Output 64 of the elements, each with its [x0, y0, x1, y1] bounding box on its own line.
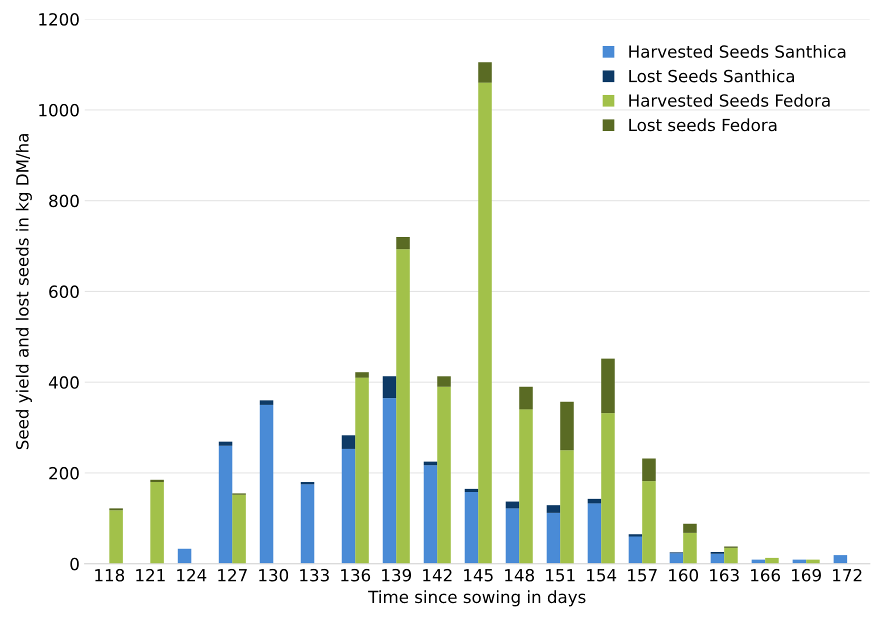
y-tick-label: 200 [49, 466, 79, 480]
bar [683, 532, 697, 564]
y-tick-label: 800 [49, 194, 79, 208]
y-tick-label: 0 [70, 558, 79, 570]
y-tick-label: 1000 [39, 104, 79, 116]
bar [628, 534, 642, 537]
x-tick-label: 130 [259, 568, 288, 582]
bar [464, 488, 478, 492]
bar [396, 236, 410, 250]
bar [342, 435, 356, 449]
x-tick-label: 127 [218, 568, 247, 582]
bar [642, 481, 656, 564]
x-tick-label: 160 [669, 568, 698, 582]
bar [478, 82, 492, 564]
bar [519, 386, 533, 410]
x-tick-label: 124 [177, 568, 206, 582]
legend-label: Harvested Seeds Fedora [629, 94, 830, 107]
bar [355, 372, 369, 378]
x-tick-label: 166 [751, 568, 780, 582]
legend-label: Harvested Seeds Santhica [629, 45, 846, 58]
x-axis-title: Time since sowing in days [368, 590, 586, 606]
bar [519, 409, 533, 564]
bar [478, 62, 492, 83]
y-axis-title: Seed yield and lost seeds in kg DM/ha [16, 134, 32, 450]
bar [601, 413, 615, 564]
x-tick-label: 157 [628, 569, 657, 582]
x-tick-label: 163 [710, 568, 739, 582]
x-tick-label: 172 [833, 568, 862, 582]
x-tick-label: 148 [505, 568, 534, 582]
bar [300, 484, 314, 564]
x-tick-label: 136 [341, 568, 370, 582]
bar [588, 498, 602, 504]
y-tick-label: 400 [48, 376, 79, 389]
bar [382, 376, 396, 398]
bar [560, 402, 574, 450]
x-tick-label: 118 [95, 568, 124, 582]
bar [424, 462, 438, 466]
legend-label: Lost seeds Fedora [629, 118, 776, 132]
bar [546, 505, 560, 513]
bar [560, 450, 574, 564]
bar [834, 555, 848, 564]
bar [109, 510, 123, 564]
x-tick-label: 145 [464, 569, 493, 582]
bar [601, 358, 615, 414]
bar [150, 482, 164, 564]
bar [506, 502, 520, 508]
bar [437, 376, 451, 387]
bar [260, 404, 274, 564]
x-tick-label: 142 [423, 568, 452, 582]
x-tick-label: 139 [382, 568, 411, 582]
y-tick-label: 600 [49, 285, 79, 298]
x-tick-label: 151 [546, 569, 575, 582]
legend-label: Lost Seeds Santhica [629, 69, 794, 82]
bar [218, 442, 232, 446]
x-tick-label: 133 [300, 568, 329, 582]
x-tick-label: 154 [587, 569, 616, 582]
bar [464, 492, 478, 564]
bar [260, 400, 274, 405]
bar [178, 548, 192, 564]
x-tick-label: 169 [792, 568, 821, 582]
bar [642, 458, 656, 482]
y-tick-label: 1200 [39, 13, 79, 26]
bar [683, 524, 697, 533]
x-tick-label: 121 [136, 568, 165, 582]
